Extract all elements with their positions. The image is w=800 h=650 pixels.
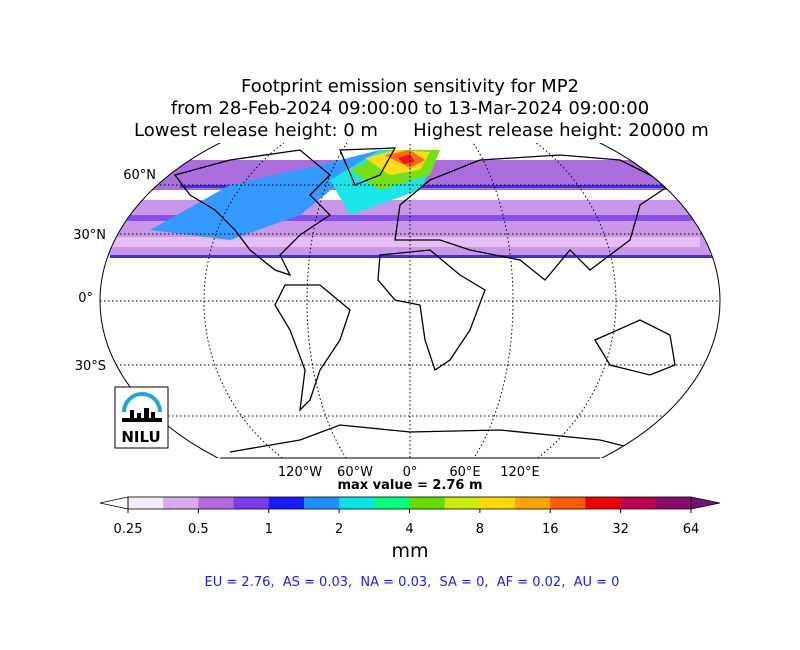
colorbar-extend-low xyxy=(99,496,129,510)
colorbar-segment xyxy=(479,497,516,509)
colorbar-segment xyxy=(620,497,657,509)
colorbar-segment xyxy=(585,497,622,509)
colorbar-extend-high xyxy=(690,496,721,510)
logo: NILU xyxy=(114,386,169,449)
title-line: Footprint emission sensitivity for MP2 xyxy=(241,76,579,97)
lon-label: 120°W xyxy=(278,465,322,480)
footprint xyxy=(100,150,720,258)
lat-label: 60°N xyxy=(123,168,156,183)
colorbar-tick-label: 4 xyxy=(405,522,413,537)
lon-label: 60°W xyxy=(337,465,373,480)
colorbar-tick-label: 8 xyxy=(476,522,484,537)
logo-text: NILU xyxy=(121,428,160,446)
colorbar-segment xyxy=(444,497,481,509)
lon-label: 0° xyxy=(403,465,418,480)
colorbar: 0.25 0.5 1 2 4 8 16 32 64 xyxy=(99,496,721,537)
lat-label: 30°S xyxy=(75,359,106,374)
coastlines xyxy=(173,147,676,456)
colorbar-tick-label: 0.5 xyxy=(188,522,209,537)
lon-label: 60°E xyxy=(449,465,480,480)
release-high: Highest release height: 20000 m xyxy=(413,120,709,141)
lat-label: 30°N xyxy=(73,228,106,243)
colorbar-label: mm xyxy=(391,540,428,562)
colorbar-segment xyxy=(128,497,164,509)
graticule xyxy=(100,143,720,458)
colorbar-segment xyxy=(515,497,551,509)
release-low: Lowest release height: 0 m xyxy=(134,120,378,141)
map xyxy=(99,143,721,458)
title-line: from 28-Feb-2024 09:00:00 to 13-Mar-2024… xyxy=(171,98,649,119)
lat-label: 0° xyxy=(78,291,93,306)
lon-label: 120°E xyxy=(500,465,540,480)
colorbar-segment xyxy=(198,497,235,509)
colorbar-tick-label: 1 xyxy=(265,522,273,537)
colorbar-tick-label: 2 xyxy=(335,522,343,537)
region-stats: EU = 2.76, AS = 0.03, NA = 0.03, SA = 0,… xyxy=(205,575,620,590)
colorbar-segment xyxy=(655,497,692,509)
colorbar-segment xyxy=(268,497,305,509)
colorbar-tick-label: 32 xyxy=(612,522,629,537)
colorbar-tick-label: 0.25 xyxy=(114,522,143,537)
colorbar-segment xyxy=(233,497,270,509)
colorbar-segment xyxy=(374,497,410,509)
colorbar-segment xyxy=(409,497,446,509)
colorbar-tick-label: 16 xyxy=(542,522,559,537)
colorbar-segment xyxy=(339,497,375,509)
max-value: max value = 2.76 m xyxy=(337,478,482,493)
colorbar-segment xyxy=(303,497,340,509)
colorbar-tick-label: 64 xyxy=(683,522,700,537)
colorbar-segment xyxy=(550,497,586,509)
colorbar-segment xyxy=(163,497,199,509)
map-frame xyxy=(99,143,721,458)
